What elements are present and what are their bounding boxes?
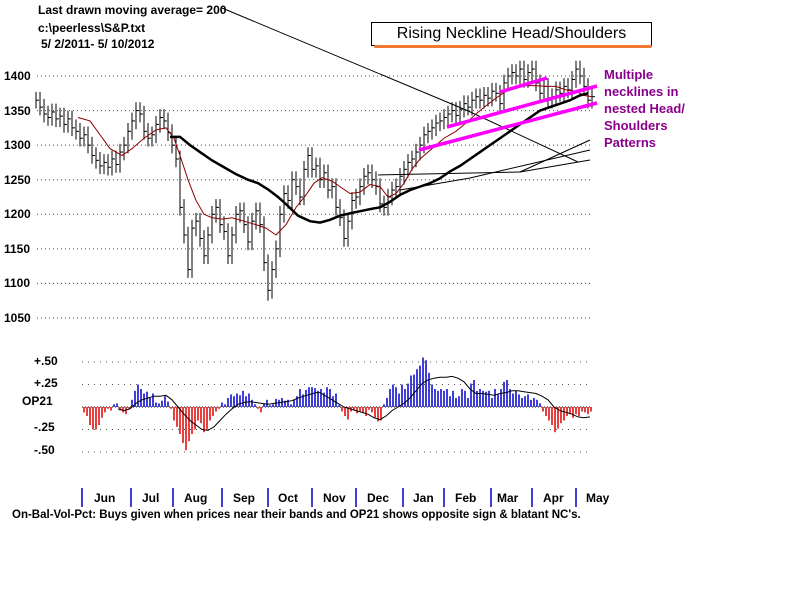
- price-tick-label: 1200: [4, 207, 31, 221]
- op21-tick-label: +.50: [34, 354, 58, 368]
- month-label: Jan: [413, 491, 434, 505]
- price-tick-label: 1350: [4, 104, 31, 118]
- neckline: [446, 84, 598, 129]
- trend-line: [519, 159, 591, 173]
- annotation-line: necklines in: [604, 84, 679, 99]
- price-tick-label: 1400: [4, 69, 31, 83]
- annotation-line: Shoulders: [604, 118, 668, 133]
- price-tick-label: 1100: [4, 276, 31, 290]
- month-label: Sep: [233, 491, 256, 505]
- month-label: Oct: [278, 491, 299, 505]
- price-tick-label: 1150: [4, 242, 31, 256]
- file-path-label: c:\peerless\S&P.txt: [38, 21, 146, 35]
- op21-tick-label: +.25: [34, 376, 58, 390]
- trend-line: [519, 139, 591, 173]
- moving-average-label: Last drawn moving average= 200: [38, 3, 227, 17]
- month-label: Jul: [142, 491, 160, 505]
- annotation-line: nested Head/: [604, 101, 685, 116]
- ma200-line: [170, 92, 589, 224]
- month-label: Apr: [543, 491, 564, 505]
- neckline: [499, 76, 548, 94]
- footer-note: On-Bal-Vol-Pct: Buys given when prices n…: [12, 509, 581, 521]
- neckline-annotation: Multiple necklines in nested Head/ Shoul…: [604, 66, 685, 151]
- month-label: Dec: [367, 491, 390, 505]
- op21-ma-line: [117, 375, 591, 431]
- month-label: Mar: [497, 491, 519, 505]
- title-underline: [374, 45, 652, 48]
- month-label: Nov: [323, 491, 346, 505]
- price-tick-label: 1300: [4, 138, 31, 152]
- trend-line: [469, 149, 591, 179]
- op21-tick-label: -.25: [34, 420, 55, 434]
- trend-line: [465, 109, 579, 163]
- annotation-line: Multiple: [604, 67, 654, 82]
- month-label: May: [586, 491, 610, 505]
- op21-tick-label: OP21: [22, 394, 53, 408]
- annotation-line: Patterns: [604, 135, 657, 150]
- op21-tick-label: -.50: [34, 443, 55, 457]
- date-range-label: 5/ 2/2011- 5/ 10/2012: [41, 37, 155, 51]
- neckline: [418, 101, 598, 152]
- month-label: Jun: [94, 491, 116, 505]
- month-label: Feb: [455, 491, 477, 505]
- month-label: Aug: [184, 491, 208, 505]
- price-tick-label: 1050: [4, 311, 31, 325]
- trend-line: [221, 7, 467, 111]
- price-tick-label: 1250: [4, 173, 31, 187]
- trend-line: [399, 177, 471, 191]
- chart-title: Rising Neckline Head/Shoulders: [371, 22, 652, 46]
